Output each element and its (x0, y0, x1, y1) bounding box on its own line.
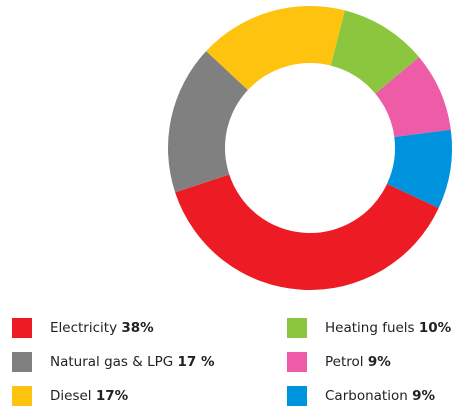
legend-value: 38% (121, 320, 154, 336)
legend-label: Carbonation 9% (325, 388, 435, 404)
legend-value: 9% (368, 354, 391, 370)
legend-label: Heating fuels 10% (325, 320, 452, 336)
donut-slice (375, 57, 451, 138)
donut-slice (330, 10, 420, 94)
legend-label: Electricity 38% (50, 320, 154, 336)
donut-slice (387, 129, 452, 209)
donut-slice (168, 51, 248, 193)
legend-label: Natural gas & LPG 17 % (50, 354, 215, 370)
legend-value: 17 % (178, 354, 215, 370)
legend-name: Natural gas & LPG (50, 354, 173, 370)
legend-label: Diesel 17% (50, 388, 129, 404)
legend-swatch (12, 386, 32, 406)
legend-name: Diesel (50, 388, 92, 404)
legend-name: Petrol (325, 354, 364, 370)
legend-name: Heating fuels (325, 320, 415, 336)
legend-value: 9% (412, 388, 435, 404)
legend-swatch (12, 318, 32, 338)
donut-slice (206, 5, 345, 91)
legend-value: 10% (419, 320, 452, 336)
legend-swatch (287, 386, 307, 406)
legend-name: Electricity (50, 320, 117, 336)
legend-name: Carbonation (325, 388, 408, 404)
legend-swatch (287, 318, 307, 338)
legend-swatch (12, 352, 32, 372)
legend-swatch (287, 352, 307, 372)
donut-slice (175, 174, 439, 290)
legend-label: Petrol 9% (325, 354, 391, 370)
legend-value: 17% (96, 388, 129, 404)
